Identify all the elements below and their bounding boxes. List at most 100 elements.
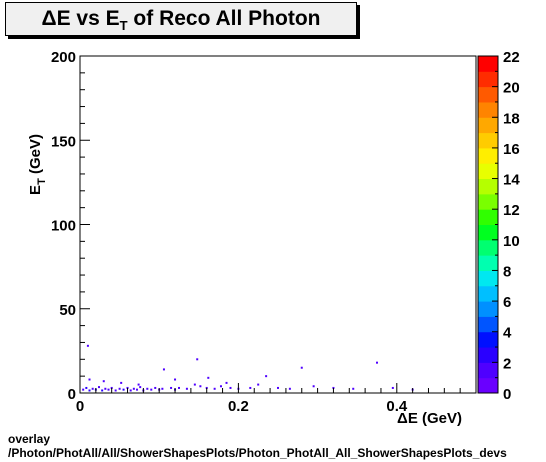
data-point bbox=[129, 389, 132, 392]
y-tick-label: 100 bbox=[51, 218, 76, 235]
colorbar-tick-label: 8 bbox=[503, 263, 511, 280]
data-point bbox=[265, 375, 268, 378]
colorbar-segment bbox=[478, 178, 498, 195]
footer-line-2: /Photon/PhotAll/All/ShowerShapesPlots/Ph… bbox=[8, 446, 507, 460]
y-tick-label: 200 bbox=[51, 49, 76, 66]
x-tick-label: 0.4 bbox=[386, 398, 408, 415]
colorbar-tick-label: 0 bbox=[503, 386, 511, 403]
colorbar-segment bbox=[478, 239, 498, 256]
chart-title-sub: T bbox=[119, 17, 128, 33]
plot-frame bbox=[79, 55, 477, 394]
x-axis-title: ΔE (GeV) bbox=[397, 410, 462, 427]
colorbar-tick-label: 6 bbox=[503, 294, 511, 311]
data-point bbox=[178, 386, 180, 389]
colorbar-segment bbox=[478, 331, 498, 348]
y-axis-title-unit: (GeV) bbox=[27, 134, 44, 178]
colorbar-segment bbox=[478, 86, 498, 103]
data-point bbox=[107, 388, 110, 391]
colorbar-tick-label: 16 bbox=[503, 141, 520, 158]
data-point bbox=[196, 358, 199, 361]
data-point bbox=[376, 361, 378, 364]
data-point bbox=[170, 386, 173, 389]
chart-title: ΔE vs E T of Reco All Photon bbox=[5, 2, 357, 36]
colorbar-segment bbox=[478, 362, 498, 379]
data-point bbox=[162, 368, 165, 371]
colorbar-segment bbox=[478, 270, 498, 287]
data-point bbox=[150, 388, 153, 391]
data-point bbox=[205, 386, 208, 389]
data-point bbox=[104, 387, 107, 390]
data-point bbox=[136, 388, 139, 391]
colorbar-tick-label: 10 bbox=[503, 233, 520, 250]
colorbar-segment bbox=[478, 255, 498, 271]
data-point bbox=[85, 386, 88, 389]
y-tick-label: 50 bbox=[59, 302, 76, 319]
data-point bbox=[91, 387, 94, 390]
y-tick-label: 0 bbox=[68, 386, 76, 403]
data-point bbox=[249, 386, 252, 389]
data-point bbox=[277, 386, 279, 389]
colorbar: 0 2 4 6 8 10 12 14 16 18 20 22 bbox=[477, 49, 520, 403]
data-point bbox=[82, 388, 85, 391]
colorbar-tick-label: 12 bbox=[503, 202, 520, 219]
y-axis: 0 50 100 150 200 bbox=[51, 49, 90, 403]
data-point bbox=[161, 387, 164, 390]
data-point bbox=[88, 389, 91, 392]
colorbar-segment bbox=[478, 316, 498, 333]
colorbar-segment bbox=[478, 147, 498, 164]
data-point bbox=[332, 386, 335, 389]
colorbar-segment bbox=[478, 209, 498, 225]
data-point bbox=[101, 389, 104, 392]
data-point bbox=[122, 388, 125, 391]
colorbar-segment bbox=[478, 117, 498, 134]
data-point bbox=[126, 386, 129, 389]
data-point bbox=[185, 387, 188, 390]
y-axis-title-main: E bbox=[27, 185, 44, 195]
colorbar-tick-label: 2 bbox=[503, 355, 511, 372]
colorbar-segment bbox=[478, 301, 498, 317]
colorbar-tick-label: 4 bbox=[503, 325, 512, 342]
data-point bbox=[312, 385, 315, 388]
colorbar-tick-label: 22 bbox=[503, 49, 520, 66]
data-point bbox=[88, 378, 91, 381]
data-point bbox=[219, 385, 222, 388]
data-point bbox=[110, 386, 113, 389]
colorbar-segment bbox=[478, 193, 498, 210]
colorbar-segment bbox=[478, 377, 498, 394]
colorbar-segment bbox=[478, 101, 498, 118]
data-point bbox=[114, 389, 117, 392]
data-point bbox=[257, 383, 260, 386]
colorbar-segment bbox=[478, 285, 498, 302]
x-tick-label: 0 bbox=[76, 398, 84, 415]
data-point bbox=[391, 386, 394, 389]
y-axis-title-sub: T bbox=[36, 178, 48, 185]
colorbar-tick-label: 18 bbox=[503, 110, 520, 127]
colorbar-segment bbox=[478, 56, 498, 72]
y-axis-title: ET (GeV) bbox=[27, 134, 48, 195]
colorbar-segment bbox=[478, 347, 498, 363]
chart-title-prefix: ΔE vs E bbox=[41, 7, 120, 30]
data-point bbox=[120, 381, 123, 384]
data-point bbox=[154, 386, 157, 389]
data-point bbox=[225, 381, 228, 384]
colorbar-segment bbox=[478, 224, 498, 241]
colorbar-segment bbox=[478, 163, 498, 180]
data-point bbox=[146, 387, 149, 390]
data-point bbox=[213, 387, 216, 390]
data-point bbox=[229, 386, 232, 389]
footer-line-1: overlay bbox=[8, 432, 51, 446]
colorbar-tick-label: 20 bbox=[503, 80, 520, 97]
colorbar-tick-label: 14 bbox=[503, 172, 520, 189]
data-point bbox=[86, 344, 89, 347]
colorbar-segment bbox=[478, 71, 498, 88]
data-point bbox=[193, 383, 196, 386]
chart-title-suffix: of Reco All Photon bbox=[127, 7, 321, 30]
data-point bbox=[300, 366, 303, 369]
data-point bbox=[288, 387, 291, 390]
data-point bbox=[98, 386, 101, 389]
data-points bbox=[82, 344, 414, 392]
data-point bbox=[137, 383, 140, 386]
plot-area: 0 0.2 0.4 0 50 100 150 200 0 2 4 6 8 10 12 14 16 18 20 22… bbox=[27, 49, 520, 427]
data-point bbox=[207, 376, 210, 379]
data-point bbox=[118, 387, 121, 390]
